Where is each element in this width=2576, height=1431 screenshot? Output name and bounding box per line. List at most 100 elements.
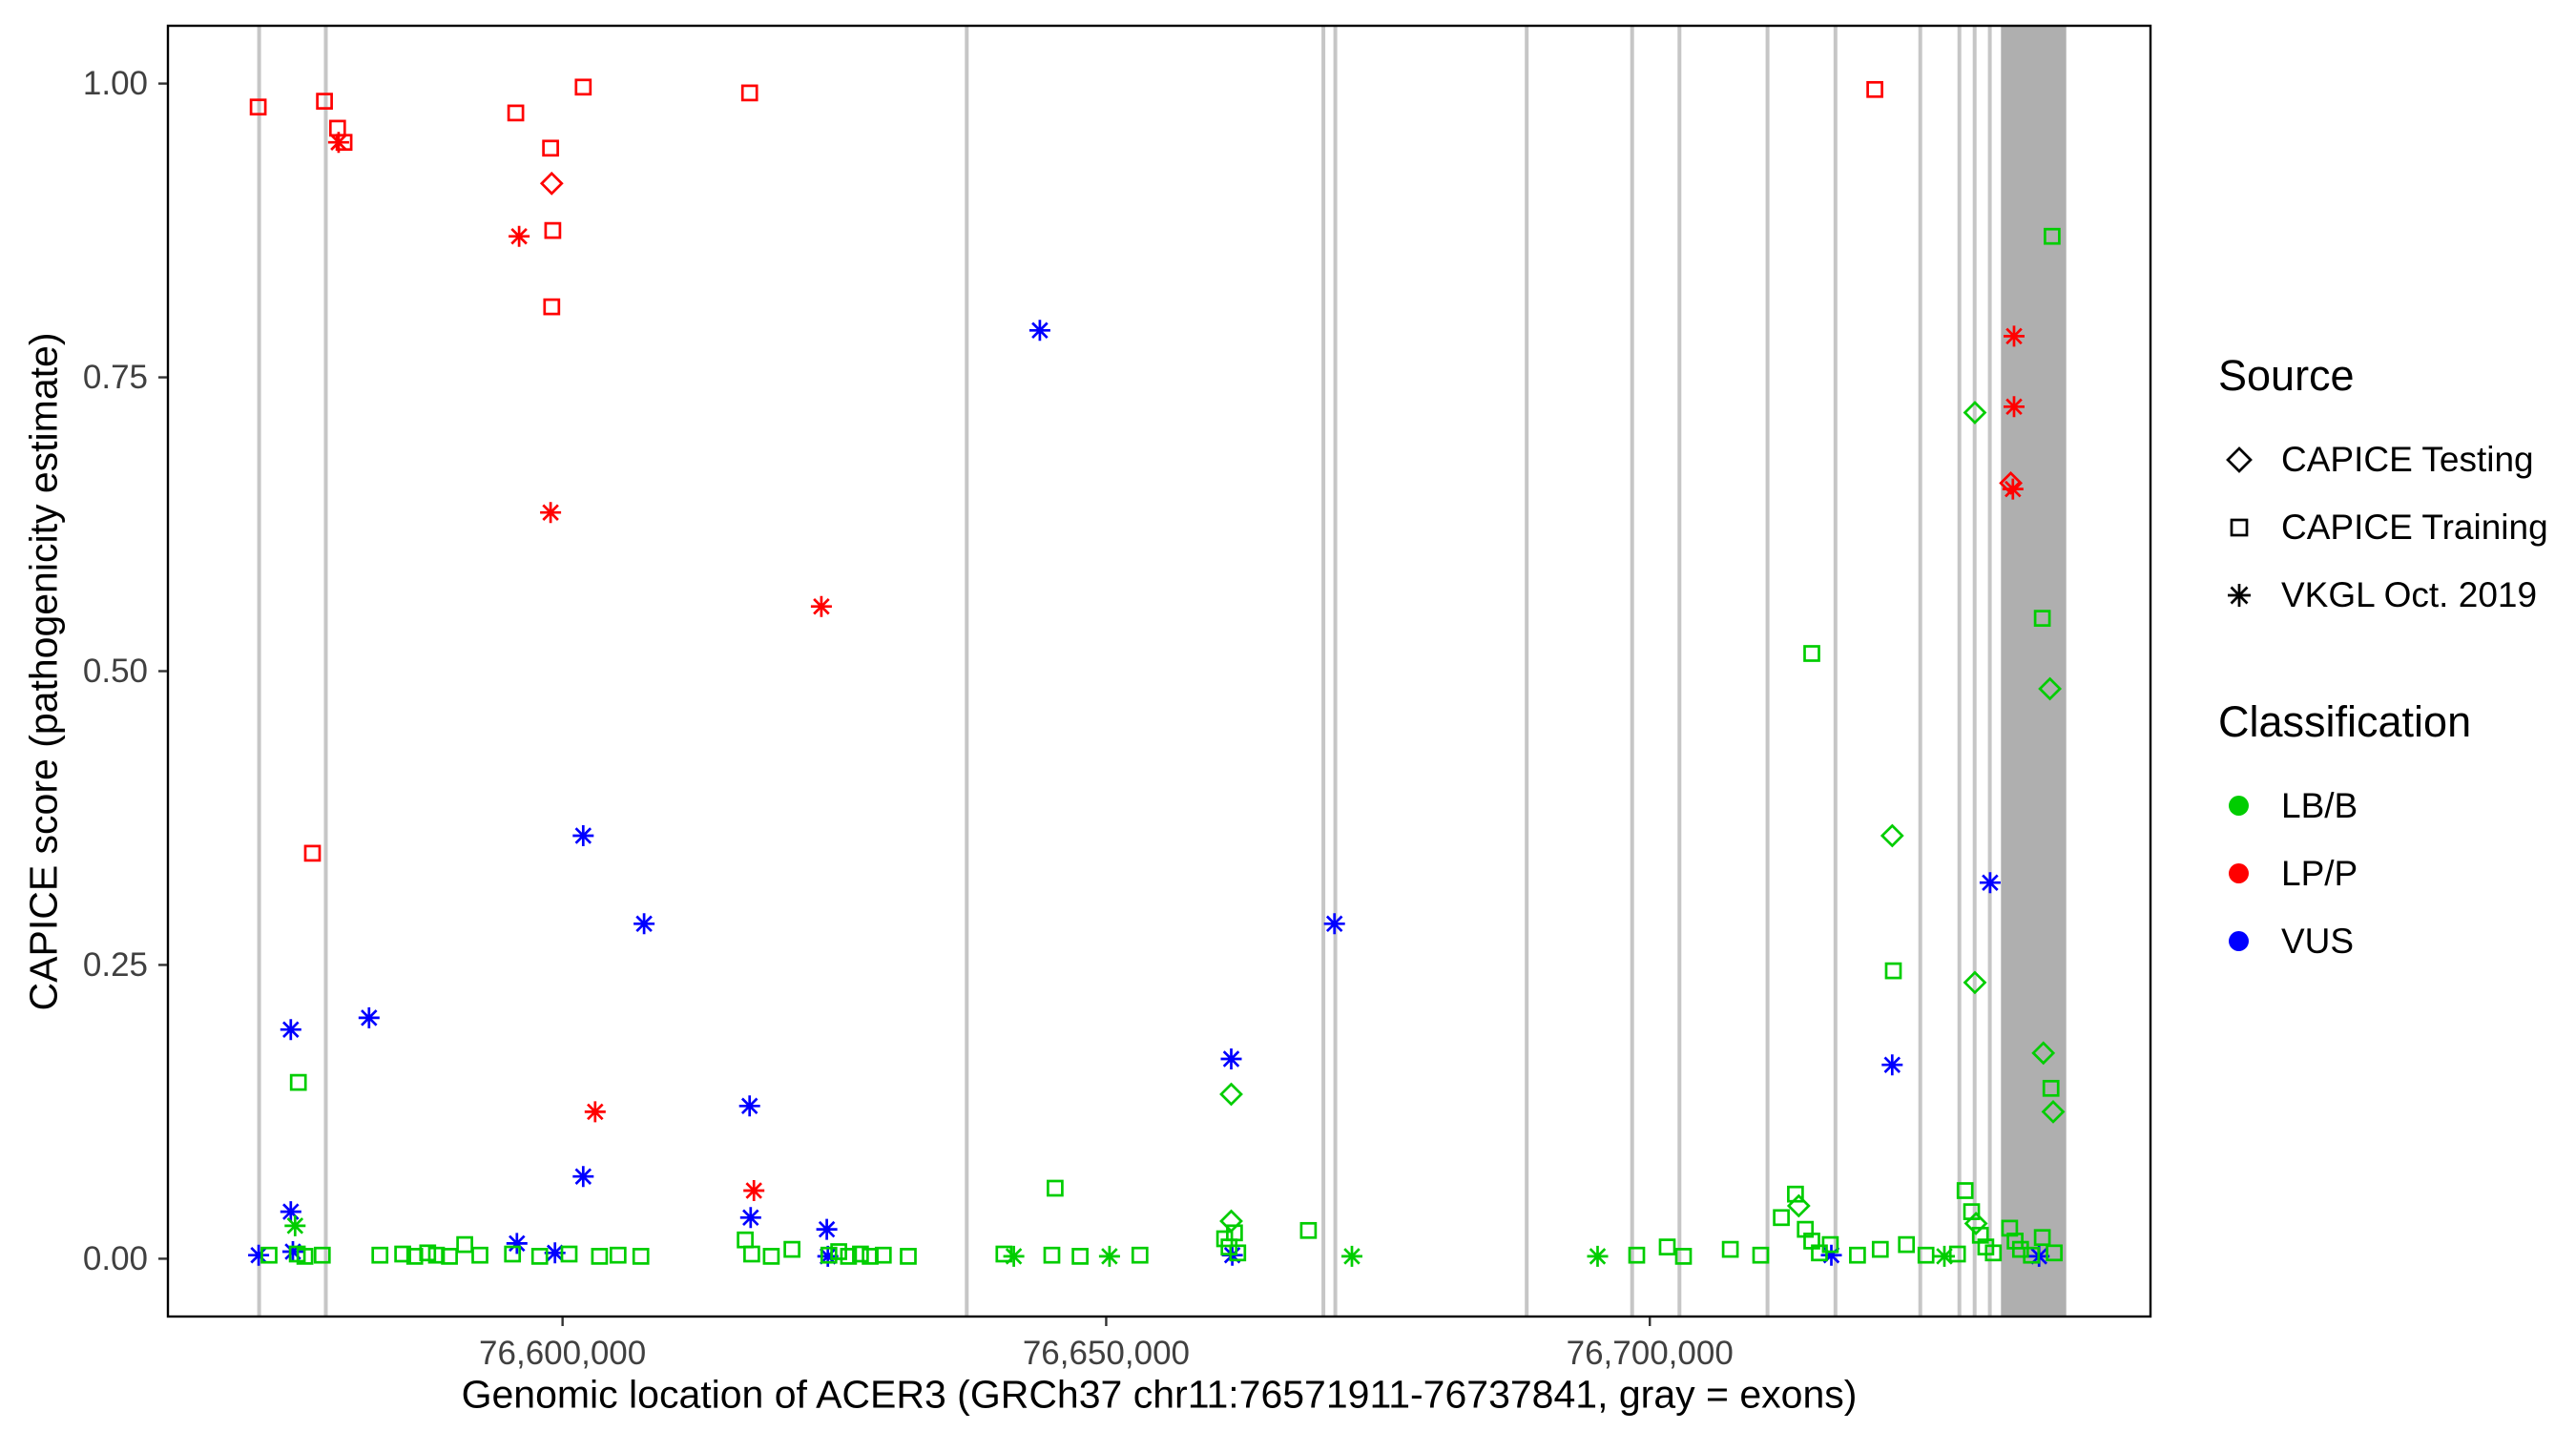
- data-point-square: [1849, 1246, 1866, 1264]
- legend-item-capice-training: CAPICE Training: [2218, 493, 2571, 561]
- data-point-square: [543, 298, 561, 316]
- data-point-square: [289, 1073, 307, 1091]
- exon-band: [1957, 27, 1962, 1316]
- exon-band: [1333, 27, 1338, 1316]
- exon-band: [1987, 27, 1992, 1316]
- data-point-asterisk: [509, 225, 530, 247]
- data-point-square: [1898, 1235, 1916, 1254]
- data-point-asterisk: [1820, 1244, 1842, 1266]
- data-point-square: [1884, 962, 1902, 980]
- data-point-square: [632, 1248, 650, 1265]
- data-point-square: [740, 84, 758, 102]
- data-point-square: [737, 1231, 754, 1249]
- data-point-square: [544, 221, 562, 239]
- data-point-asterisk: [1098, 1245, 1120, 1267]
- x-tick-label: 76,650,000: [1023, 1335, 1190, 1372]
- legend-item-label: LB/B: [2281, 785, 2358, 825]
- data-point-diamond: [1786, 1193, 1811, 1218]
- legend-item-vkgl: VKGL Oct. 2019: [2218, 561, 2571, 629]
- data-point-square: [852, 1245, 869, 1263]
- data-point-asterisk: [1341, 1245, 1362, 1267]
- y-tick-label: 0.00: [83, 1240, 148, 1277]
- asterisk-icon: [2228, 583, 2251, 607]
- data-point-square: [840, 1248, 858, 1265]
- legend-item-label: VKGL Oct. 2019: [2281, 574, 2538, 614]
- square-icon: [2230, 518, 2249, 536]
- data-point-asterisk: [327, 132, 349, 154]
- data-point-square: [830, 1243, 847, 1260]
- data-point-square: [2033, 1229, 2051, 1247]
- data-point-square: [783, 1240, 800, 1258]
- data-point-square: [1752, 1246, 1770, 1264]
- exon-band: [1630, 27, 1634, 1316]
- y-tick-label: 0.50: [83, 653, 148, 690]
- data-point-square: [995, 1245, 1013, 1263]
- data-point-square: [316, 93, 333, 110]
- y-tick-label: 1.00: [83, 65, 148, 102]
- legend-item-lpp: LP/P: [2218, 840, 2571, 907]
- data-point-square: [1787, 1185, 1804, 1203]
- data-point-square: [2046, 1244, 2063, 1262]
- data-point-square: [1047, 1179, 1064, 1197]
- x-tick-label: 76,700,000: [1567, 1335, 1734, 1372]
- data-point-asterisk: [282, 1241, 303, 1262]
- data-point-asterisk: [2004, 325, 2025, 347]
- data-point-square: [820, 1246, 838, 1264]
- legend-item-capice-testing: CAPICE Testing: [2218, 425, 2571, 493]
- data-point-square: [249, 98, 267, 116]
- data-point-square: [1071, 1248, 1089, 1265]
- data-point-square: [405, 1248, 424, 1265]
- data-point-asterisk: [2004, 396, 2025, 418]
- data-point-square: [441, 1248, 458, 1265]
- data-point-square: [2011, 1240, 2029, 1258]
- data-point-square: [1131, 1246, 1149, 1264]
- data-point-asterisk: [572, 825, 594, 846]
- data-point-square: [1043, 1246, 1061, 1264]
- y-axis-title: CAPICE score (pathogenicity estimate): [21, 332, 66, 1011]
- green-dot-icon: [2229, 796, 2249, 816]
- data-point-square: [1803, 645, 1820, 662]
- y-tick-label: 0.75: [83, 359, 148, 396]
- exon-band: [1918, 27, 1922, 1316]
- data-point-diamond: [1219, 1082, 1243, 1107]
- data-point-asterisk: [544, 1242, 566, 1264]
- data-point-square: [504, 1245, 522, 1263]
- data-point-square: [1299, 1221, 1318, 1239]
- data-point-square: [2033, 610, 2051, 627]
- data-point-diamond: [2038, 676, 2063, 701]
- data-point-square: [371, 1246, 389, 1264]
- data-point-square: [1658, 1238, 1676, 1255]
- red-dot-icon: [2229, 863, 2249, 883]
- data-point-asterisk: [506, 1233, 528, 1255]
- data-point-square: [762, 1248, 780, 1265]
- legend-item-label: VUS: [2281, 921, 2355, 961]
- data-point-asterisk: [280, 1019, 301, 1041]
- legend-source-title: Source: [2218, 351, 2355, 400]
- data-point-asterisk: [1323, 913, 1345, 935]
- data-point-diamond: [2041, 1099, 2066, 1124]
- data-point-square: [1773, 1209, 1790, 1227]
- panel-border: [166, 24, 2152, 1318]
- data-point-diamond: [1963, 970, 1987, 995]
- legend-item-vus: VUS: [2218, 907, 2571, 975]
- data-point-diamond: [2031, 1041, 2056, 1066]
- x-axis-title: Genomic location of ACER3 (GRCh37 chr11:…: [461, 1372, 1858, 1417]
- x-tick-label: 76,600,000: [479, 1335, 646, 1372]
- data-point-square: [1917, 1246, 1935, 1264]
- data-point-square: [1866, 80, 1883, 98]
- data-point-asterisk: [817, 1245, 839, 1267]
- data-point-square: [574, 78, 592, 96]
- data-point-asterisk: [248, 1244, 270, 1266]
- data-point-asterisk: [358, 1006, 380, 1028]
- data-point-diamond: [1963, 1212, 1988, 1235]
- data-point-square: [260, 1246, 278, 1264]
- data-point-square: [609, 1246, 627, 1264]
- data-point-asterisk: [810, 595, 832, 617]
- data-point-square: [303, 844, 322, 862]
- data-point-square: [419, 1244, 437, 1262]
- data-point-square: [427, 1246, 446, 1264]
- data-point-square: [1971, 1226, 1989, 1244]
- data-point-asterisk: [1934, 1245, 1955, 1267]
- data-point-square: [1674, 1248, 1693, 1265]
